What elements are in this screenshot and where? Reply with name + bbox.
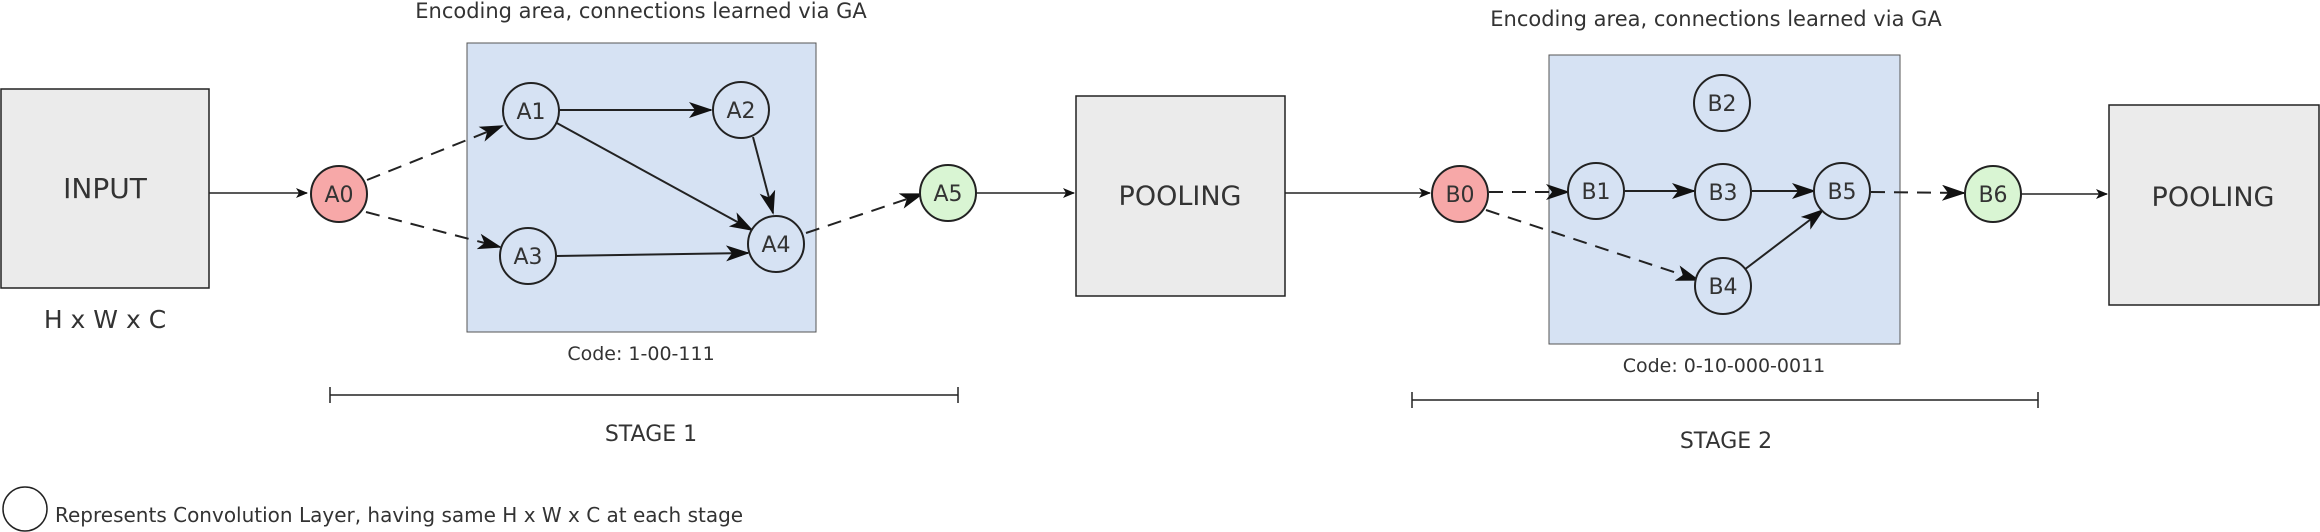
node-b6-circle — [1964, 165, 2022, 223]
node-a3: A3 — [499, 227, 557, 285]
node-b0-label: B0 — [1445, 183, 1474, 208]
node-a1-label: A1 — [516, 100, 545, 125]
stage2-pooling-box — [2108, 104, 2320, 306]
node-b1-circle — [1567, 162, 1625, 220]
node-a5-label: A5 — [933, 182, 962, 207]
node-a5-circle — [919, 164, 977, 222]
edge-a3-a4 — [555, 245, 750, 262]
node-a3-label: A3 — [513, 245, 542, 270]
node-b3-label: B3 — [1708, 181, 1737, 206]
input-box — [0, 88, 210, 289]
node-a0: A0 — [310, 165, 368, 223]
node-b4-circle — [1694, 257, 1752, 315]
edge-a1-a4 — [554, 121, 754, 231]
stage1-code: Code: 1-00-111 — [567, 343, 714, 365]
node-a2: A2 — [712, 81, 770, 139]
node-a1: A1 — [502, 82, 560, 140]
node-b6: B6 — [1964, 165, 2022, 223]
stage1-pooling-box — [1075, 95, 1286, 297]
edge-a0-a3 — [365, 211, 502, 250]
legend: Represents Convolution Layer, having sam… — [2, 486, 743, 532]
node-a4: A4 — [747, 215, 805, 273]
node-b6-label: B6 — [1978, 183, 2007, 208]
node-a3-circle — [499, 227, 557, 285]
stage2-pooling-label: POOLING — [2152, 182, 2275, 213]
input-dims: H x W x C — [44, 305, 166, 334]
stage1-pooling-label: POOLING — [1119, 181, 1242, 212]
node-b4-label: B4 — [1708, 275, 1737, 300]
edge-a0-a1 — [366, 125, 504, 181]
input-block: INPUT H x W x C — [0, 88, 210, 334]
node-b1-label: B1 — [1581, 180, 1610, 205]
node-a0-label: A0 — [324, 183, 353, 208]
node-a2-circle — [712, 81, 770, 139]
edge-b4-b5 — [1743, 208, 1825, 271]
edge-b5-b6 — [1870, 184, 1966, 201]
node-a5: A5 — [919, 164, 977, 222]
node-b1: B1 — [1567, 162, 1625, 220]
edge-a4-a5 — [805, 193, 924, 234]
node-b0: B0 — [1431, 165, 1489, 223]
stage-1: Encoding area, connections learned via G… — [209, 0, 1286, 447]
node-a4-label: A4 — [761, 233, 790, 258]
node-b2-circle — [1693, 74, 1751, 132]
node-a1-circle — [502, 82, 560, 140]
node-b5-circle — [1813, 162, 1871, 220]
stage2-label: STAGE 2 — [1680, 429, 1772, 454]
node-b2-label: B2 — [1707, 92, 1736, 117]
node-a0-circle — [310, 165, 368, 223]
node-b3: B3 — [1694, 163, 1752, 221]
legend-text: Represents Convolution Layer, having sam… — [55, 503, 743, 527]
edge-a2-a4 — [752, 136, 776, 215]
node-b5: B5 — [1813, 162, 1871, 220]
node-b2: B2 — [1693, 74, 1751, 132]
edge-b0-b4 — [1485, 209, 1700, 281]
node-a4-circle — [747, 215, 805, 273]
node-b4: B4 — [1694, 257, 1752, 315]
node-b5-label: B5 — [1827, 180, 1856, 205]
stage2-code: Code: 0-10-000-0011 — [1623, 355, 1826, 377]
stage-2: Encoding area, connections learned via G… — [1285, 7, 2320, 454]
node-b3-circle — [1694, 163, 1752, 221]
node-a2-label: A2 — [726, 99, 755, 124]
node-b0-circle — [1431, 165, 1489, 223]
stage1-area-caption: Encoding area, connections learned via G… — [415, 0, 867, 23]
stage1-label: STAGE 1 — [605, 422, 697, 447]
input-label: INPUT — [63, 172, 148, 205]
stage2-area-caption: Encoding area, connections learned via G… — [1490, 7, 1942, 31]
legend-conv-layer-icon — [2, 486, 48, 532]
